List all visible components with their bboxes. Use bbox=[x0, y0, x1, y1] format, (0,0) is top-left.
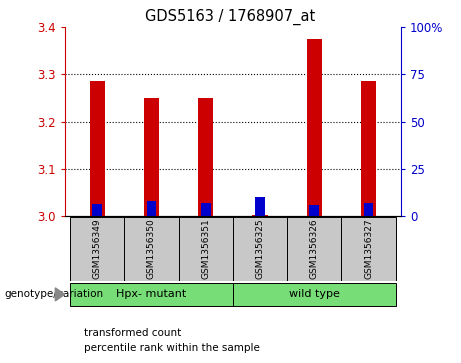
Bar bbox=[309, 205, 319, 216]
Bar bbox=[147, 201, 156, 216]
Text: GSM1356350: GSM1356350 bbox=[147, 219, 156, 280]
Bar bbox=[255, 197, 265, 216]
Text: GDS5163 / 1768907_at: GDS5163 / 1768907_at bbox=[145, 9, 316, 25]
Text: GSM1356327: GSM1356327 bbox=[364, 219, 373, 280]
Text: GSM1356349: GSM1356349 bbox=[93, 219, 101, 280]
Bar bbox=[252, 215, 267, 216]
Bar bbox=[364, 203, 373, 216]
Bar bbox=[178, 217, 233, 281]
Bar bbox=[233, 217, 287, 281]
Text: genotype/variation: genotype/variation bbox=[5, 289, 104, 299]
Bar bbox=[233, 283, 396, 306]
Bar bbox=[92, 204, 102, 216]
Bar bbox=[144, 98, 159, 216]
Bar bbox=[198, 98, 213, 216]
Text: Hpx- mutant: Hpx- mutant bbox=[116, 289, 187, 299]
Bar bbox=[307, 39, 322, 216]
Bar bbox=[361, 81, 376, 216]
Bar bbox=[287, 217, 341, 281]
Text: transformed count: transformed count bbox=[84, 328, 181, 338]
Text: GSM1356326: GSM1356326 bbox=[310, 219, 319, 280]
Bar bbox=[89, 81, 105, 216]
Text: GSM1356351: GSM1356351 bbox=[201, 219, 210, 280]
Text: GSM1356325: GSM1356325 bbox=[255, 219, 265, 280]
Text: wild type: wild type bbox=[289, 289, 340, 299]
Bar bbox=[201, 203, 211, 216]
Bar bbox=[341, 217, 396, 281]
Bar bbox=[124, 217, 178, 281]
Text: percentile rank within the sample: percentile rank within the sample bbox=[84, 343, 260, 354]
Bar bbox=[70, 217, 124, 281]
Bar bbox=[70, 283, 233, 306]
